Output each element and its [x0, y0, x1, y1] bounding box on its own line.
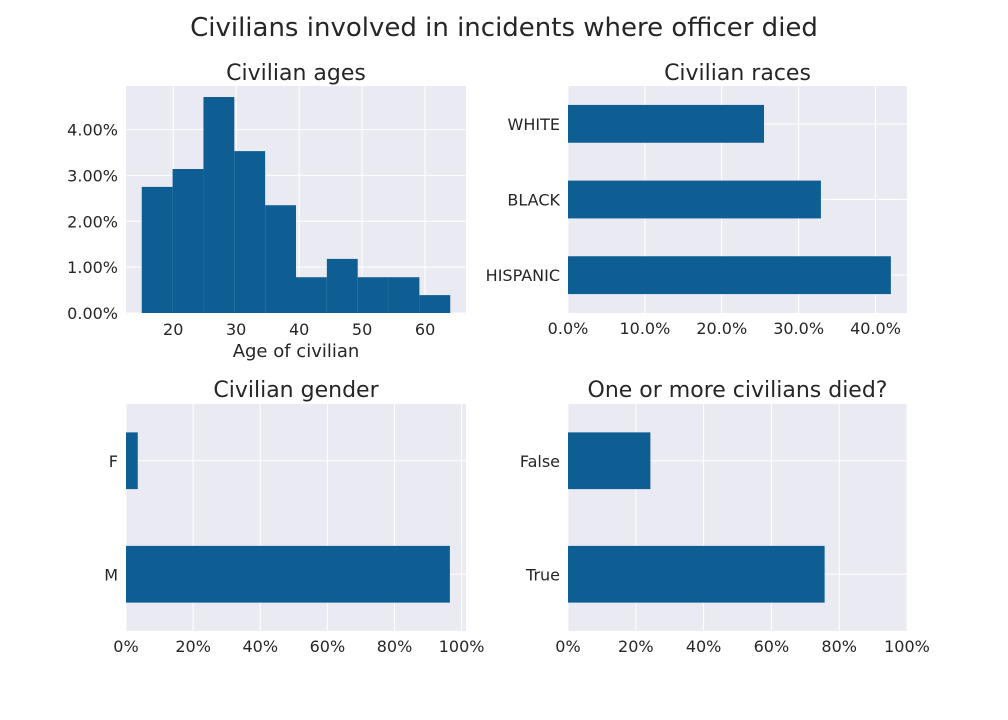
bar-hispanic	[568, 256, 891, 295]
histogram-bar	[265, 205, 296, 313]
x-tick-label: 0%	[113, 637, 138, 656]
bar-black	[568, 180, 821, 219]
x-tick-label: 60%	[754, 637, 790, 656]
category-label: BLACK	[507, 191, 560, 210]
x-tick-label: 50	[352, 320, 372, 339]
histogram-bar	[141, 186, 173, 313]
category-label: F	[109, 452, 118, 471]
y-tick-label: 2.00%	[67, 212, 118, 231]
x-tick-label: 20%	[618, 637, 654, 656]
x-tick-label: 40%	[686, 637, 722, 656]
figure-title: Civilians involved in incidents where of…	[190, 13, 818, 43]
x-tick-label: 30	[226, 320, 246, 339]
panel-title: Civilian gender	[213, 378, 379, 403]
x-tick-label: 0.0%	[548, 319, 589, 338]
category-label: True	[525, 565, 560, 584]
x-tick-label: 40	[289, 320, 309, 339]
x-tick-label: 10.0%	[619, 319, 670, 338]
x-tick-label: 20%	[175, 637, 211, 656]
panel-title: One or more civilians died?	[588, 378, 888, 403]
x-tick-label: 40%	[242, 637, 278, 656]
x-tick-label: 100%	[439, 637, 485, 656]
bar-false	[568, 432, 651, 490]
y-tick-label: 3.00%	[67, 166, 118, 185]
x-tick-label: 20	[163, 320, 183, 339]
category-label: WHITE	[508, 115, 560, 134]
panel-civilians-died: One or more civilians died? False True 0% 20…	[520, 378, 930, 656]
x-tick-label: 60%	[310, 637, 346, 656]
histogram-bar	[419, 295, 451, 313]
histogram-bar	[234, 151, 266, 313]
bar-white	[568, 104, 765, 143]
x-tick-label: 60	[415, 320, 435, 339]
histogram-bar	[203, 97, 235, 313]
histogram-bar	[388, 277, 420, 313]
y-tick-label: 1.00%	[67, 258, 118, 277]
histogram-bar	[326, 258, 358, 313]
category-label: M	[104, 565, 118, 584]
category-label: False	[520, 452, 560, 471]
x-tick-label: 40.0%	[850, 319, 901, 338]
y-tick-label: 0.00%	[67, 304, 118, 323]
histogram-bar	[172, 169, 204, 313]
x-tick-label: 80%	[821, 637, 857, 656]
y-tick-label: 4.00%	[67, 121, 118, 140]
panel-title: Civilian races	[664, 61, 811, 86]
x-axis-label: Age of civilian	[233, 341, 360, 362]
x-tick-label: 30.0%	[773, 319, 824, 338]
histogram-bar	[296, 277, 327, 313]
panel-title: Civilian ages	[226, 61, 366, 86]
panel-civilian-gender: Civilian gender F M 0% 20% 40% 60% 80% 100%	[104, 378, 484, 656]
x-tick-label: 0%	[555, 637, 580, 656]
bar-true	[568, 545, 825, 603]
bar-m	[126, 545, 450, 603]
panel-civilian-ages: Civilian ages 20 30 40 50 60 0.00% 1.00% 2.00% 3.…	[67, 61, 466, 362]
bar-f	[126, 432, 138, 490]
category-label: HISPANIC	[486, 266, 560, 285]
x-tick-label: 80%	[377, 637, 413, 656]
x-tick-label: 100%	[884, 637, 930, 656]
panel-civilian-races: Civilian races WHITE BLACK HISPANIC 0.0% 10.0…	[486, 61, 907, 338]
histogram-bar	[357, 277, 389, 313]
x-tick-label: 20.0%	[696, 319, 747, 338]
